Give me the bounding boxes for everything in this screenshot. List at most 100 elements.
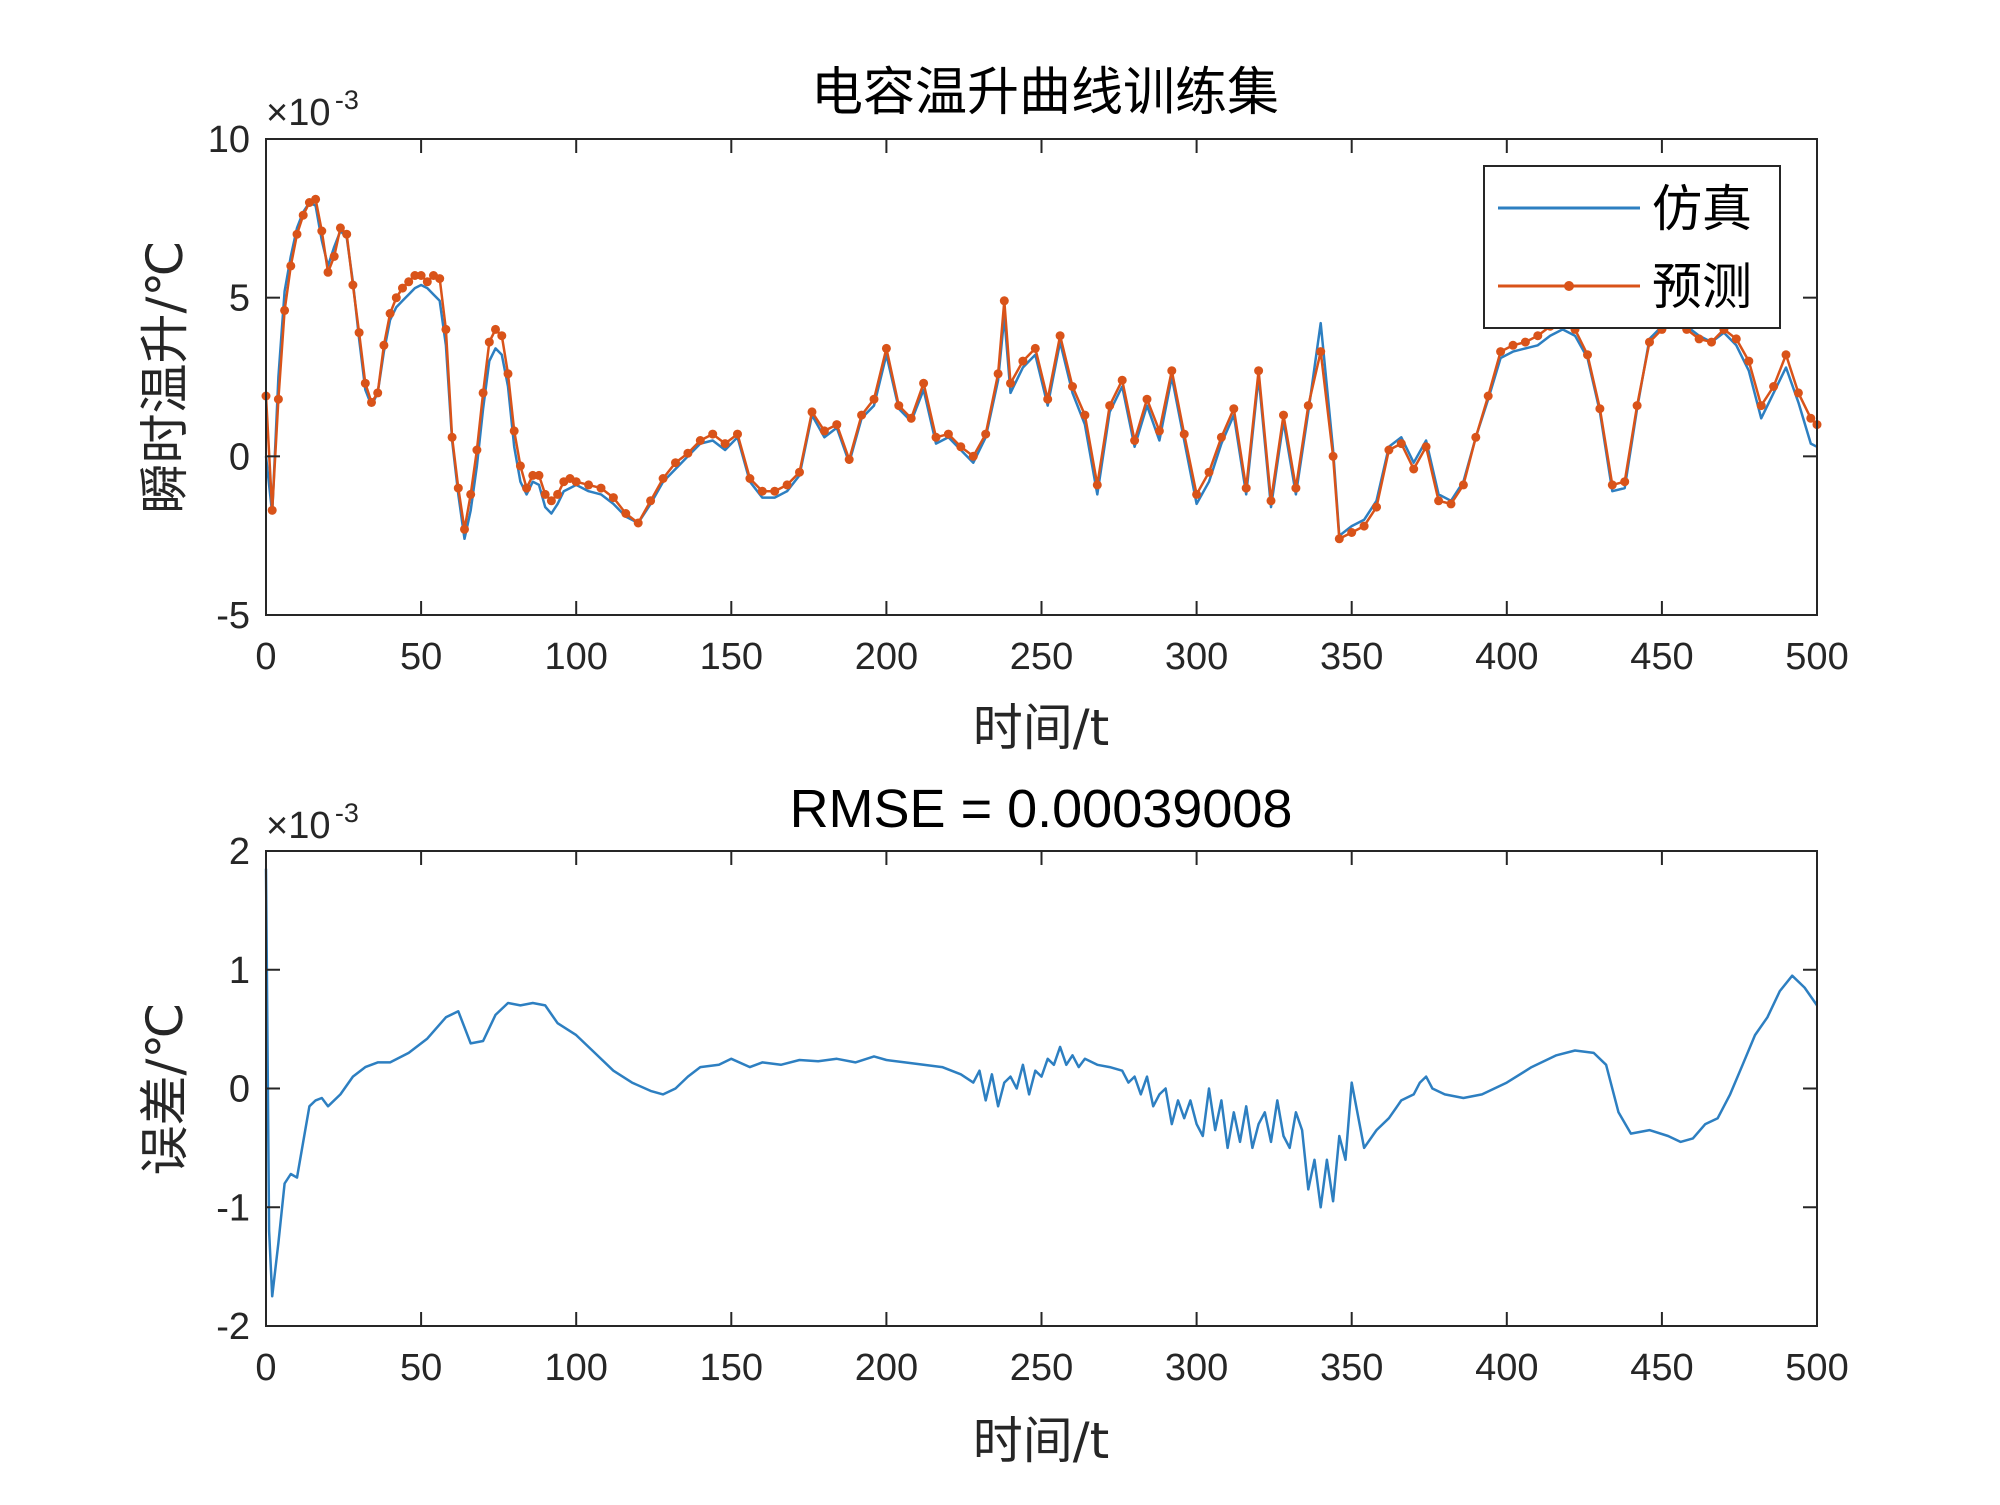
pred-point bbox=[1241, 483, 1251, 493]
pred-point bbox=[335, 223, 345, 233]
pred-point bbox=[1694, 334, 1704, 344]
pred-point bbox=[441, 324, 451, 334]
pred-point bbox=[782, 480, 792, 490]
pred-point bbox=[1806, 413, 1816, 423]
x-tick-label: 500 bbox=[1785, 636, 1848, 678]
top-axes: 电容温升曲线训练集 ×10 -3 0 50 100 150 200 250 300 350 40… bbox=[136, 63, 1849, 757]
pred-point bbox=[658, 474, 668, 483]
pred-point bbox=[770, 486, 780, 496]
pred-point bbox=[1055, 331, 1065, 341]
pred-point bbox=[348, 280, 358, 290]
pred-point bbox=[1496, 347, 1506, 357]
pred-point bbox=[410, 271, 420, 280]
top-chart-title: 电容温升曲线训练集 bbox=[811, 63, 1279, 123]
pred-point bbox=[1303, 401, 1313, 411]
pred-point bbox=[1372, 502, 1381, 512]
pred-point bbox=[540, 489, 550, 499]
pred-point bbox=[1130, 436, 1140, 445]
x-tick-label: 400 bbox=[1475, 1347, 1538, 1389]
pred-point bbox=[1434, 496, 1444, 506]
pred-point bbox=[472, 445, 482, 455]
pred-point bbox=[553, 489, 563, 499]
pred-point bbox=[708, 429, 718, 439]
pred-point bbox=[317, 226, 327, 236]
pred-point bbox=[683, 448, 693, 458]
pred-point bbox=[311, 194, 321, 204]
pred-point bbox=[621, 509, 631, 518]
pred-point bbox=[1595, 404, 1605, 414]
pred-point bbox=[1254, 366, 1264, 376]
pred-point bbox=[1229, 404, 1239, 414]
pred-point bbox=[447, 432, 457, 442]
x-tick-label: 350 bbox=[1320, 1347, 1383, 1389]
pred-point bbox=[1421, 442, 1431, 452]
pred-point bbox=[391, 293, 401, 303]
x-tick-label: 300 bbox=[1165, 1347, 1228, 1389]
pred-point bbox=[869, 394, 879, 404]
pred-point bbox=[354, 328, 364, 338]
pred-point bbox=[671, 458, 680, 468]
legend-box bbox=[1483, 165, 1781, 329]
pred-point bbox=[857, 410, 867, 420]
pred-point bbox=[844, 455, 854, 464]
pred-point bbox=[906, 413, 916, 423]
pred-point bbox=[646, 496, 656, 506]
bottom-y-exponent: ×10 -3 bbox=[266, 798, 359, 847]
pred-point bbox=[757, 486, 767, 496]
pred-point bbox=[1043, 394, 1053, 404]
pred-point bbox=[1179, 429, 1189, 439]
bottom-axes: RMSE = 0.00039008 ×10 -3 0 50 100 150 200 250… bbox=[136, 779, 1849, 1470]
pred-point bbox=[416, 271, 426, 280]
pred-point bbox=[1216, 432, 1226, 442]
pred-point bbox=[497, 331, 507, 341]
pred-point bbox=[1483, 391, 1493, 401]
y-tick-label: -1 bbox=[216, 1187, 250, 1229]
pred-point bbox=[329, 251, 339, 261]
legend-pred-label: 预测 bbox=[1652, 258, 1752, 316]
pred-point bbox=[460, 524, 469, 534]
pred-point bbox=[1142, 394, 1152, 404]
x-tick-label: 150 bbox=[700, 1347, 763, 1389]
pred-point bbox=[1508, 340, 1518, 350]
x-tick-label: 100 bbox=[544, 1347, 607, 1389]
pred-point bbox=[398, 283, 407, 293]
pred-point bbox=[1781, 350, 1791, 360]
pred-point bbox=[1080, 410, 1090, 420]
y-tick-label: 0 bbox=[229, 436, 250, 478]
x-tick-label: 50 bbox=[400, 636, 442, 678]
pred-point bbox=[1328, 451, 1338, 461]
pred-point bbox=[1707, 337, 1716, 347]
pred-point bbox=[484, 337, 494, 347]
pred-point bbox=[919, 378, 929, 388]
legend-sim-label: 仿真 bbox=[1652, 180, 1752, 238]
pred-point bbox=[1266, 496, 1276, 506]
pred-point bbox=[286, 261, 296, 271]
pred-point bbox=[1359, 521, 1369, 531]
pred-point bbox=[1018, 356, 1028, 366]
pred-point bbox=[943, 429, 953, 439]
pred-point bbox=[894, 401, 904, 411]
pred-point bbox=[956, 442, 966, 452]
x-tick-label: 400 bbox=[1475, 636, 1538, 678]
pred-point bbox=[379, 340, 389, 350]
pred-point bbox=[522, 483, 532, 493]
pred-point bbox=[1006, 378, 1015, 388]
pred-point bbox=[695, 436, 705, 445]
pred-point bbox=[1316, 347, 1326, 357]
y-tick-label: 1 bbox=[229, 950, 250, 992]
pred-point bbox=[1068, 382, 1077, 391]
bottom-x-axis-label: 时间/t bbox=[973, 1412, 1109, 1470]
top-y-exponent: ×10 -3 bbox=[266, 85, 359, 134]
pred-point bbox=[1471, 432, 1481, 442]
pred-point bbox=[323, 267, 333, 277]
pred-point bbox=[546, 496, 556, 506]
x-tick-label: 0 bbox=[255, 1347, 276, 1389]
y-tick-label: -5 bbox=[216, 595, 250, 637]
x-tick-label: 100 bbox=[544, 636, 607, 678]
bottom-plot-area bbox=[264, 868, 1819, 1298]
pred-point bbox=[968, 451, 978, 461]
pred-point bbox=[1291, 483, 1301, 493]
x-tick-label: 150 bbox=[700, 636, 763, 678]
pred-point bbox=[1731, 334, 1741, 344]
